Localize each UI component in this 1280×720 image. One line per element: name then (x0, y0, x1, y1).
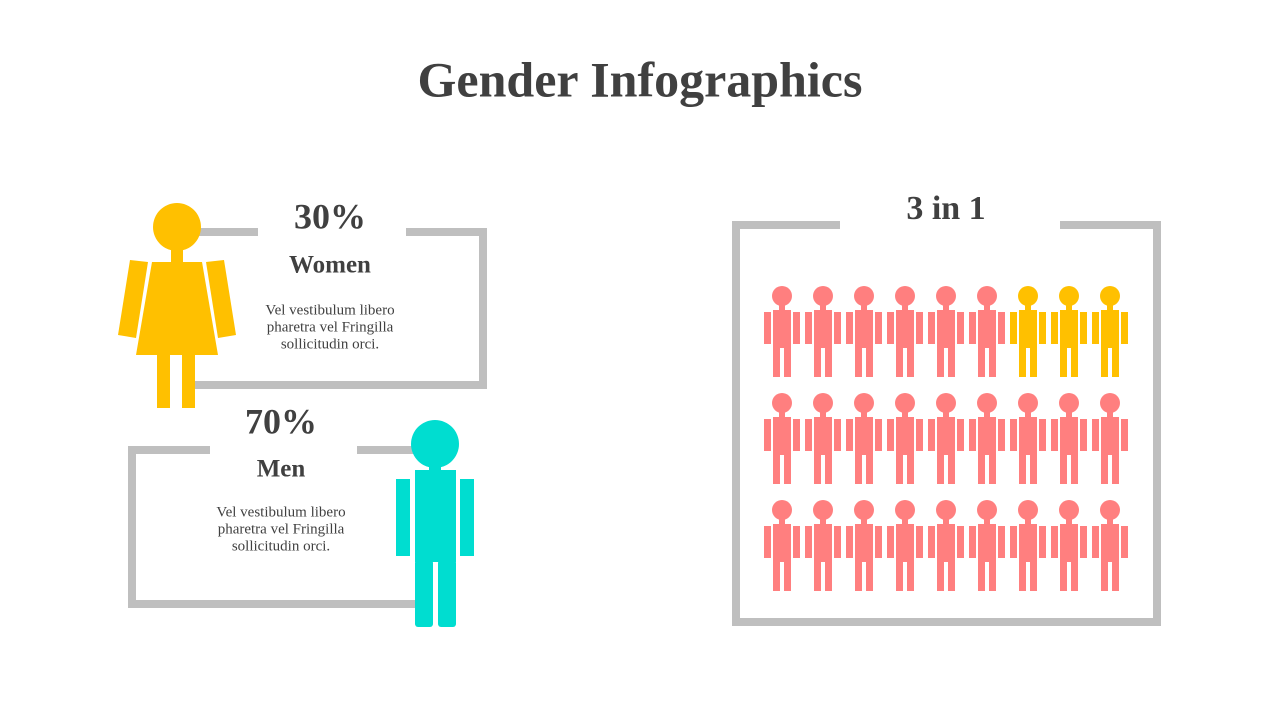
person-icon (1092, 500, 1128, 591)
person-icon (1051, 286, 1087, 377)
title: Gender Infographics (418, 51, 863, 107)
description: Vel vestibulum libero (265, 302, 394, 318)
frame (128, 446, 420, 608)
person-icon (805, 286, 841, 377)
person-icon (805, 393, 841, 484)
description: sollicitudin orci. (281, 336, 379, 352)
person-icon (1051, 500, 1087, 591)
person-icon (1092, 286, 1128, 377)
person-icon (846, 500, 882, 591)
panel-title: 3 in 1 (906, 190, 985, 227)
person-icon (887, 500, 923, 591)
description: pharetra vel Fringilla (267, 319, 394, 335)
person-icon (805, 500, 841, 591)
person-icon (969, 286, 1005, 377)
percent: 70% (245, 401, 317, 441)
person-icon (887, 393, 923, 484)
description: pharetra vel Fringilla (218, 521, 345, 537)
person-icon (928, 500, 964, 591)
person-icon (764, 500, 800, 591)
man-icon (396, 420, 474, 627)
person-icon (764, 393, 800, 484)
label: Women (289, 252, 371, 279)
person-icon (846, 286, 882, 377)
person-icon (1010, 393, 1046, 484)
person-icon (969, 393, 1005, 484)
person-icon (928, 286, 964, 377)
person-icon (1010, 286, 1046, 377)
person-icon (1010, 500, 1046, 591)
icon-grid (764, 286, 1128, 591)
person-icon (846, 393, 882, 484)
person-icon (764, 286, 800, 377)
woman-icon (118, 203, 236, 408)
person-icon (1051, 393, 1087, 484)
frame (195, 228, 487, 389)
description: Vel vestibulum libero (216, 504, 345, 520)
person-icon (969, 500, 1005, 591)
label: Men (257, 456, 306, 483)
percent: 30% (294, 196, 366, 236)
frame (732, 221, 1161, 626)
person-icon (887, 286, 923, 377)
person-icon (1092, 393, 1128, 484)
person-icon (928, 393, 964, 484)
description: sollicitudin orci. (232, 538, 330, 554)
